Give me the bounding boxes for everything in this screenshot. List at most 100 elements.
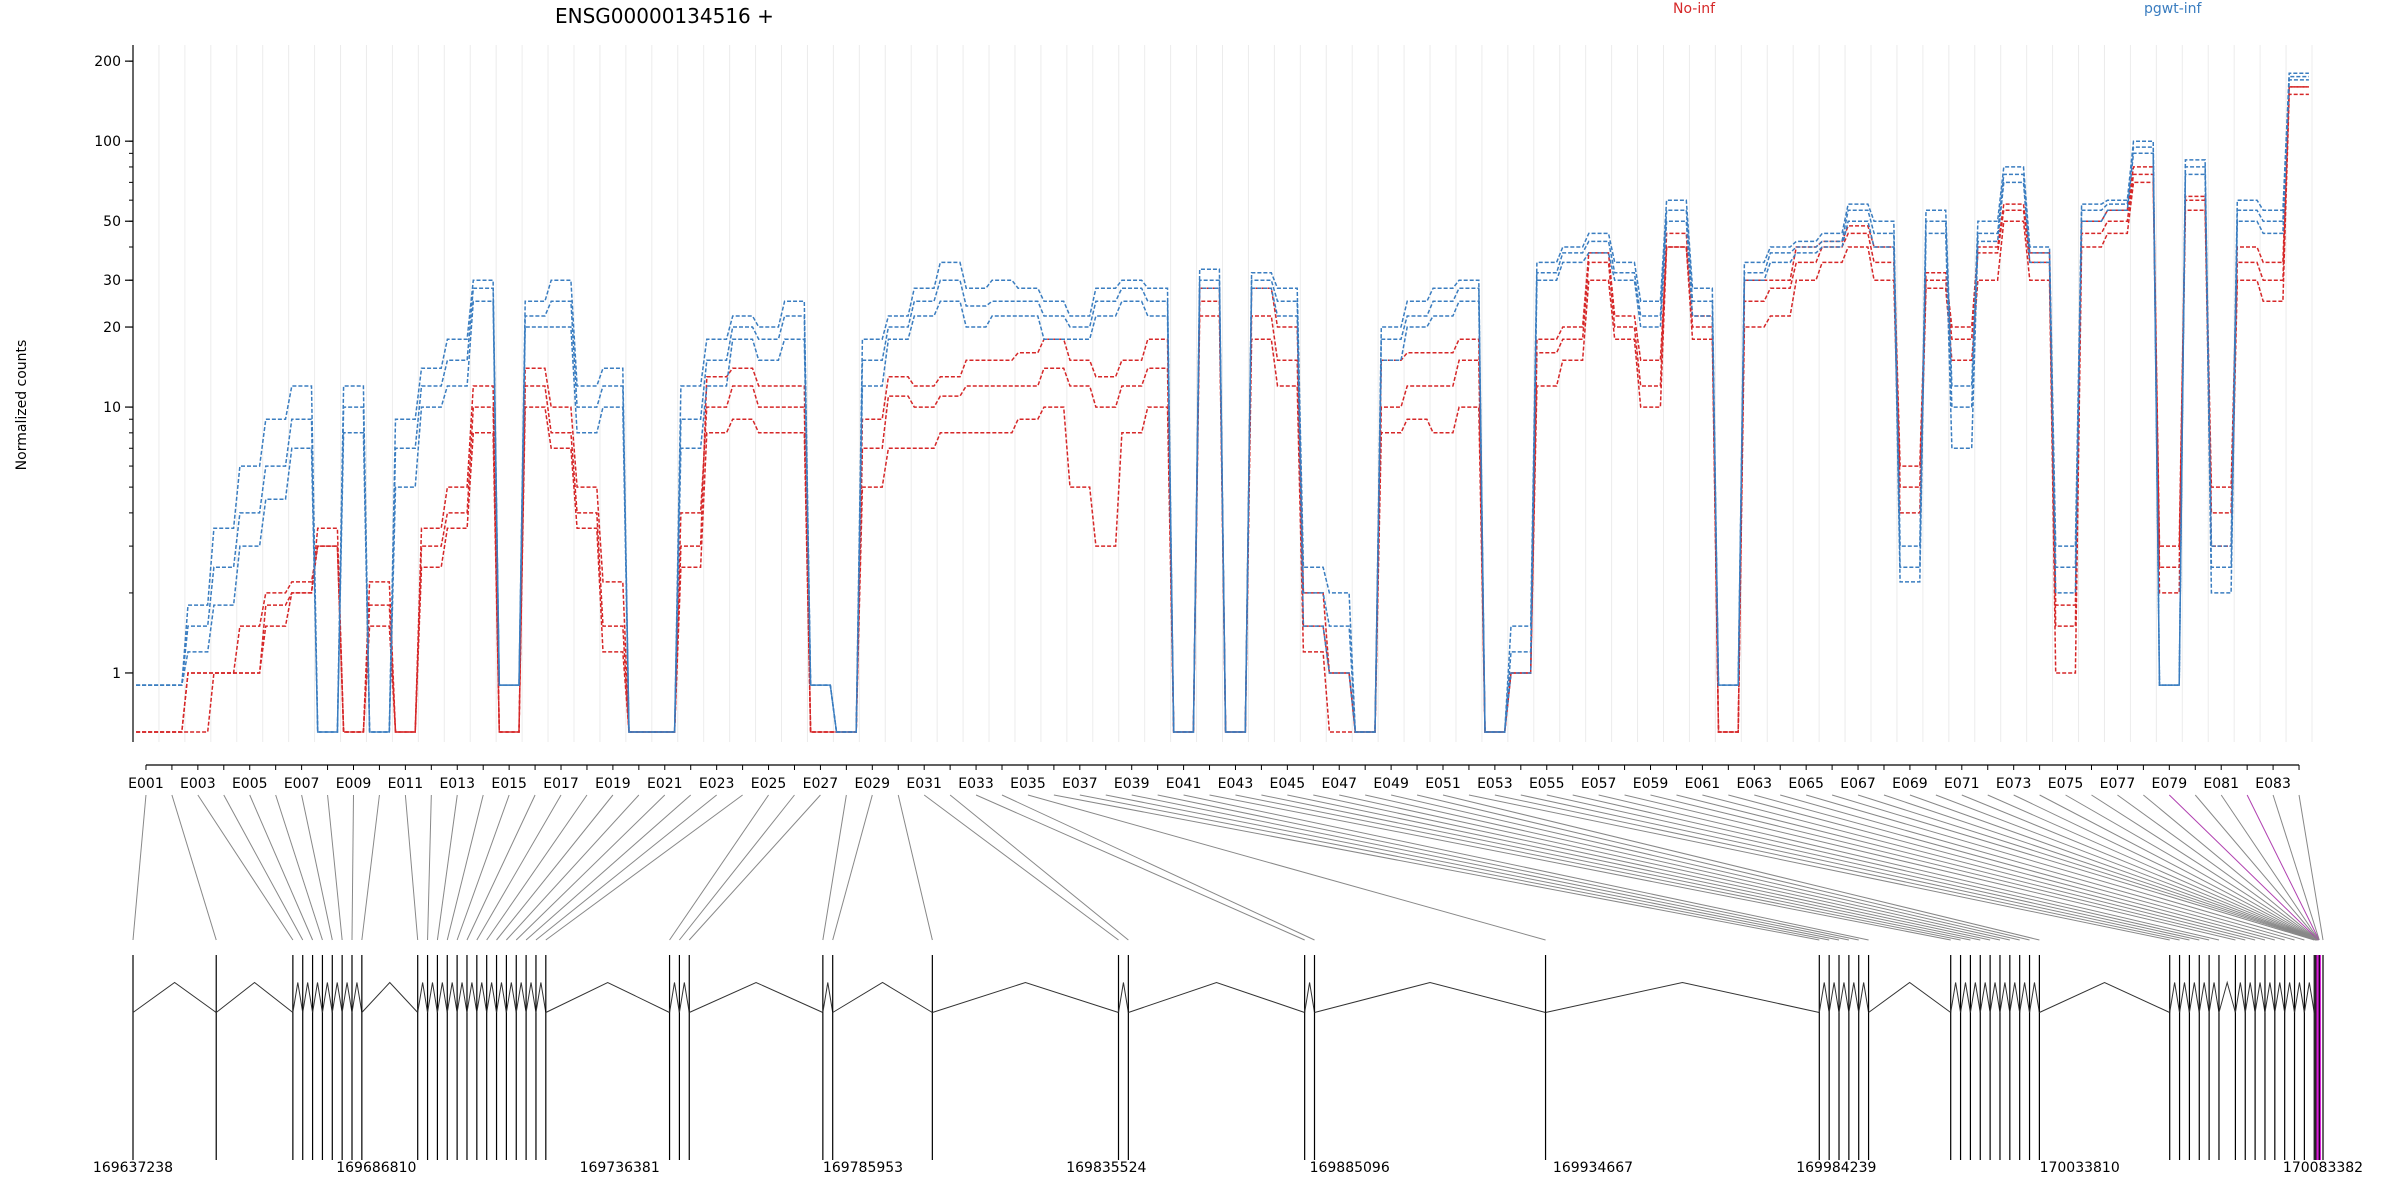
x-tick-label: E017 [543,776,579,792]
genome-coordinate-label: 169934667 [1553,1160,1633,1176]
x-tick-label: E045 [1270,776,1306,792]
x-tick-label: E039 [1114,776,1150,792]
intron-line [2244,982,2256,1013]
x-tick-label: E071 [1944,776,1980,792]
intron-line [427,982,438,1013]
connector-line [1909,794,2317,941]
intron-line [2264,982,2276,1013]
intron-line [1858,982,1870,1013]
intron-line [2303,982,2315,1013]
connector-line [132,794,147,941]
connector-line [2143,794,2319,941]
intron-line [436,982,448,1013]
y-tick-label: 100 [94,134,121,150]
y-tick-label: 20 [103,320,121,336]
x-tick-label: E057 [1581,776,1617,792]
connector-line [688,794,821,941]
connector-line [427,794,432,941]
connector-line [327,794,343,941]
x-tick-label: E025 [751,776,787,792]
legend-no-inf: No-inf [1673,1,1716,17]
connector-line [1313,794,1991,941]
connector-line [1961,794,2317,941]
genome-coordinate-label: 169984239 [1796,1160,1876,1176]
intron-line [1868,981,1951,1013]
genome-coordinate-label: 169736381 [580,1160,660,1176]
connector-line [975,794,1305,941]
connector-line [361,794,380,941]
x-tick-label: E073 [1996,776,2032,792]
y-tick-label: 1 [112,666,121,682]
connector-line [1598,794,2220,941]
y-axis: 1 10 20 30 50 100 200 [94,45,134,742]
x-tick-label: E075 [2048,776,2084,792]
x-tick-label: E011 [388,776,424,792]
intron-line [486,982,498,1013]
intron-line [351,982,363,1013]
connector-line [949,794,1129,941]
intron-line [2179,982,2190,1013]
intron-line [1304,982,1315,1013]
connector-line [466,794,536,941]
genome-coordinate-label: 169686810 [336,1160,416,1176]
connector-line [1702,794,2266,941]
connector-line [515,794,666,941]
chart-title: ENSG00000134516 + [555,4,774,28]
intron-line [1545,981,1820,1013]
x-axis: E001 E003 E005 E007 E009 E011 E013 E015 E017 E019… [128,764,2300,792]
connector-line [1494,794,2180,941]
connector-line [223,794,304,941]
connector-line [1391,794,2020,941]
x-tick-label: E065 [1788,776,1824,792]
intron-line [331,982,343,1013]
connector-line [535,794,717,941]
intron-line [1128,981,1305,1013]
x-tick-label: E003 [180,776,216,792]
intron-line [321,982,333,1013]
x-tick-label: E037 [1062,776,1098,792]
x-tick-label: E055 [1529,776,1565,792]
connector-line [1806,794,2305,941]
connector-line [2272,794,2320,941]
connector-line [832,794,873,941]
exon-connectors [132,794,2324,941]
x-tick-label: E029 [855,776,891,792]
connector-line [446,794,484,941]
connector-line [404,794,419,941]
intron-line [2234,982,2246,1013]
connector-line [1053,794,1820,941]
connector-line [436,794,458,941]
connector-line [897,794,933,941]
intron-line [1960,982,1971,1013]
gridlines [132,45,2313,742]
connector-line [1079,794,1830,941]
intron-line [2294,982,2305,1013]
x-tick-label: E019 [595,776,631,792]
connector-line [1857,794,2316,941]
intron-line [466,982,478,1013]
x-tick-label: E063 [1736,776,1772,792]
connector-line [486,794,588,941]
y-tick-label: 30 [103,273,121,289]
connector-line [545,794,743,941]
connector-line [1365,794,2010,941]
x-tick-label: E015 [491,776,527,792]
connector-line [1235,794,1961,941]
intron-line [2274,982,2286,1013]
connector-line [2246,794,2320,941]
connector-line [1676,794,2256,941]
connector-line [1261,794,1971,941]
intron-line [832,981,933,1013]
intron-line [2188,982,2200,1013]
intron-line [1838,982,1850,1013]
connector-line [923,794,1119,941]
connector-line [2117,794,2319,941]
intron-line [1828,982,1840,1013]
connector-line [1339,794,2001,941]
connector-line [1987,794,2318,941]
connector-line [1520,794,2190,941]
x-tick-label: E081 [2203,776,2239,792]
gene-model [132,955,2324,1160]
connector-line [197,794,294,941]
